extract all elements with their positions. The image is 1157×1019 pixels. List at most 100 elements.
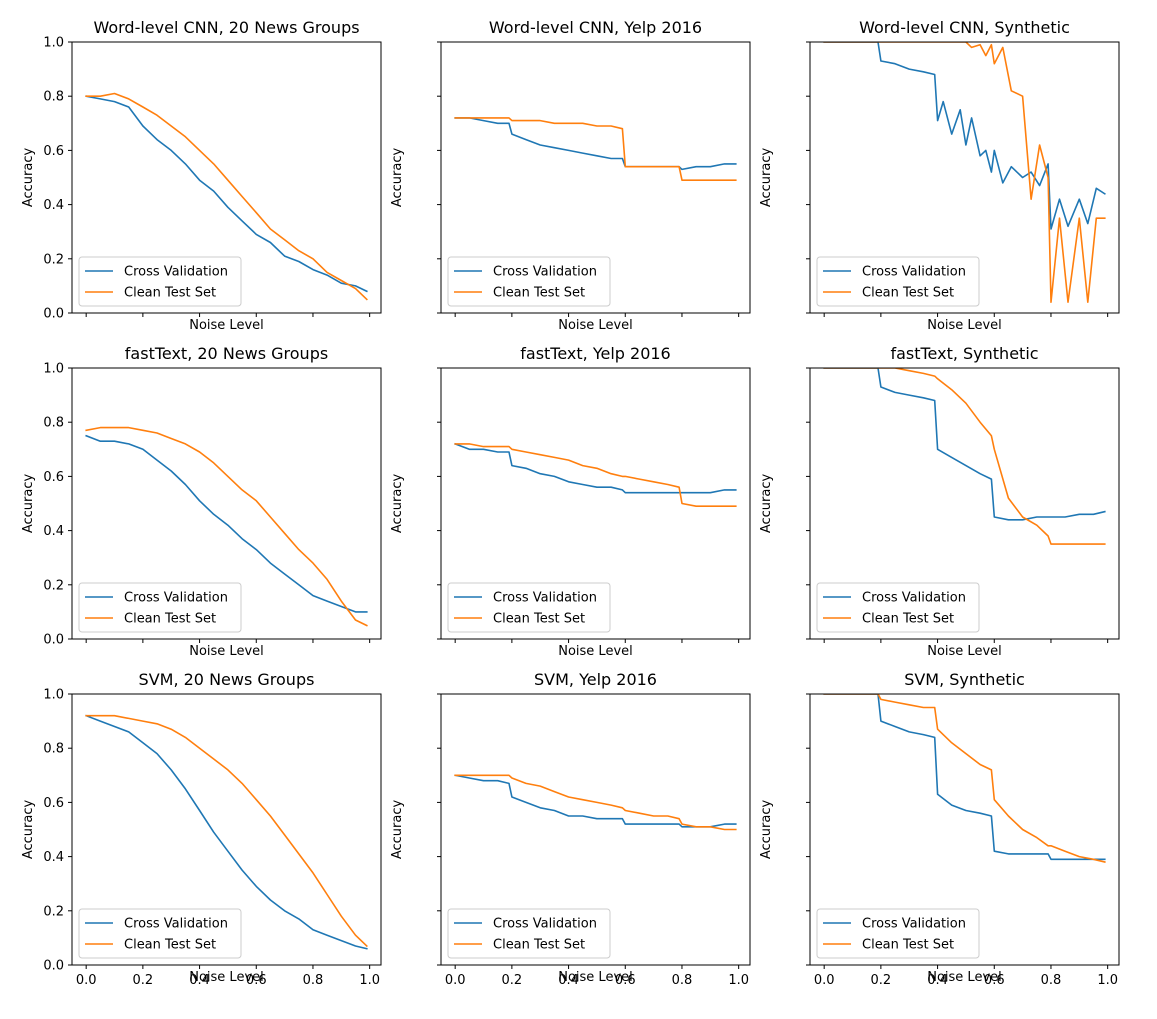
legend-entry-label: Clean Test Set	[493, 938, 585, 953]
x-tick-label: 1.0	[359, 973, 380, 988]
y-tick-label: 0.6	[43, 470, 64, 485]
y-tick-label: 1.0	[43, 362, 64, 377]
series-line-clean-test-set	[454, 117, 737, 181]
series-line-cross-validation	[454, 442, 737, 494]
legend-entry-label: Cross Validation	[493, 265, 597, 280]
y-axis-label: Accuracy	[21, 148, 36, 208]
legend-entry-label: Cross Validation	[862, 917, 966, 932]
y-tick-label: 0.0	[43, 959, 64, 974]
series-line-cross-validation	[85, 434, 368, 613]
series-line-clean-test-set	[85, 714, 368, 948]
legend-entry-label: Clean Test Set	[862, 286, 954, 301]
series-line-cross-validation	[823, 368, 1106, 521]
y-axis-label: Accuracy	[759, 800, 774, 860]
chart-panel-2: Word-level CNN, Yelp 2016 Noise Level Accu…	[390, 18, 751, 333]
y-tick-label: 0.8	[43, 416, 64, 431]
y-tick-label: 0.6	[43, 144, 64, 159]
series-line-cross-validation	[823, 42, 1106, 230]
plot-frame	[71, 41, 382, 314]
y-tick-label: 0.0	[43, 307, 64, 322]
series-line-clean-test-set	[823, 368, 1106, 545]
series-line-clean-test-set	[85, 426, 368, 627]
legend-box	[816, 582, 980, 633]
y-axis-label: Accuracy	[390, 800, 405, 860]
x-tick-label: 0.8	[672, 973, 693, 988]
y-tick-label: 0.8	[43, 742, 64, 757]
x-tick-label: 0.4	[189, 973, 210, 988]
x-tick-label: 0.0	[814, 973, 835, 988]
chart-panel-5: fastText, Yelp 2016 Noise Level Accuracy Cr…	[390, 344, 751, 659]
y-axis-label: Accuracy	[390, 474, 405, 534]
y-axis-label: Accuracy	[759, 148, 774, 208]
series-line-cross-validation	[85, 714, 368, 950]
y-tick-label: 0.2	[43, 904, 64, 919]
y-tick-label: 1.0	[43, 688, 64, 703]
series-line-cross-validation	[85, 95, 368, 293]
x-axis-label: Noise Level	[927, 318, 1002, 333]
x-axis-label: Noise Level	[189, 970, 264, 985]
x-tick-label: 0.2	[871, 973, 892, 988]
legend-entry-label: Clean Test Set	[124, 612, 216, 627]
series-line-clean-test-set	[85, 92, 368, 301]
legend-entry-label: Clean Test Set	[124, 938, 216, 953]
x-tick-label: 0.8	[303, 973, 324, 988]
x-axis-label: Noise Level	[927, 970, 1002, 985]
legend-box	[447, 256, 611, 307]
legend-box	[447, 582, 611, 633]
legend-box	[816, 256, 980, 307]
series-line-clean-test-set	[823, 694, 1106, 863]
y-tick-label: 0.4	[43, 850, 64, 865]
chart-title: fastText, Synthetic	[890, 344, 1038, 363]
x-tick-label: 1.0	[1097, 973, 1118, 988]
x-axis-label: Noise Level	[927, 644, 1002, 659]
x-axis-label: Noise Level	[558, 644, 633, 659]
plot-frame	[440, 41, 751, 314]
chart-panel-1: Word-level CNN, 20 News Groups Noise Leve…	[21, 18, 382, 333]
y-tick-label: 0.8	[43, 90, 64, 105]
legend: Cross Validation Clean Test Set	[447, 908, 611, 959]
x-tick-label: 0.0	[445, 973, 466, 988]
x-tick-label: 0.2	[133, 973, 154, 988]
x-tick-label: 1.0	[728, 973, 749, 988]
chart-panel-7: SVM, 20 News Groups Noise Level Accuracy 0.…	[21, 670, 382, 988]
x-tick-label: 0.6	[984, 973, 1005, 988]
x-axis-label: Noise Level	[189, 644, 264, 659]
legend: Cross Validation Clean Test Set	[816, 908, 980, 959]
chart-title: Word-level CNN, Yelp 2016	[489, 18, 702, 37]
legend-entry-label: Cross Validation	[493, 591, 597, 606]
plot-frame	[809, 693, 1120, 966]
x-tick-label: 0.8	[1041, 973, 1062, 988]
plot-frame	[809, 41, 1120, 314]
chart-title: Word-level CNN, Synthetic	[859, 18, 1070, 37]
legend: Cross Validation Clean Test Set	[447, 582, 611, 633]
y-tick-label: 0.4	[43, 198, 64, 213]
y-tick-label: 0.2	[43, 578, 64, 593]
y-tick-label: 0.4	[43, 524, 64, 539]
legend-box	[447, 908, 611, 959]
y-tick-label: 0.2	[43, 252, 64, 267]
legend: Cross Validation Clean Test Set	[816, 582, 980, 633]
y-tick-label: 0.0	[43, 633, 64, 648]
y-axis-label: Accuracy	[21, 800, 36, 860]
series-line-clean-test-set	[454, 774, 737, 831]
y-axis-label: Accuracy	[759, 474, 774, 534]
legend-entry-label: Clean Test Set	[124, 286, 216, 301]
legend-entry-label: Clean Test Set	[862, 612, 954, 627]
chart-panel-4: fastText, 20 News Groups Noise Level Accur…	[21, 344, 382, 659]
plot-frame	[71, 693, 382, 966]
chart-panel-3: Word-level CNN, Synthetic Noise Level Accu…	[759, 18, 1120, 333]
legend-entry-label: Cross Validation	[493, 917, 597, 932]
chart-panel-8: SVM, Yelp 2016 Noise Level Accuracy 0.0 0.2 0…	[390, 670, 751, 988]
legend: Cross Validation Clean Test Set	[78, 908, 242, 959]
legend-entry-label: Cross Validation	[124, 591, 228, 606]
chart-title: Word-level CNN, 20 News Groups	[93, 18, 359, 37]
x-tick-label: 0.6	[615, 973, 636, 988]
chart-panel-6: fastText, Synthetic Noise Level Accuracy Cr…	[759, 344, 1120, 659]
y-axis-label: Accuracy	[390, 148, 405, 208]
legend-box	[78, 582, 242, 633]
x-tick-label: 0.2	[502, 973, 523, 988]
legend-entry-label: Clean Test Set	[862, 938, 954, 953]
y-axis-label: Accuracy	[21, 474, 36, 534]
x-axis-label: Noise Level	[189, 318, 264, 333]
